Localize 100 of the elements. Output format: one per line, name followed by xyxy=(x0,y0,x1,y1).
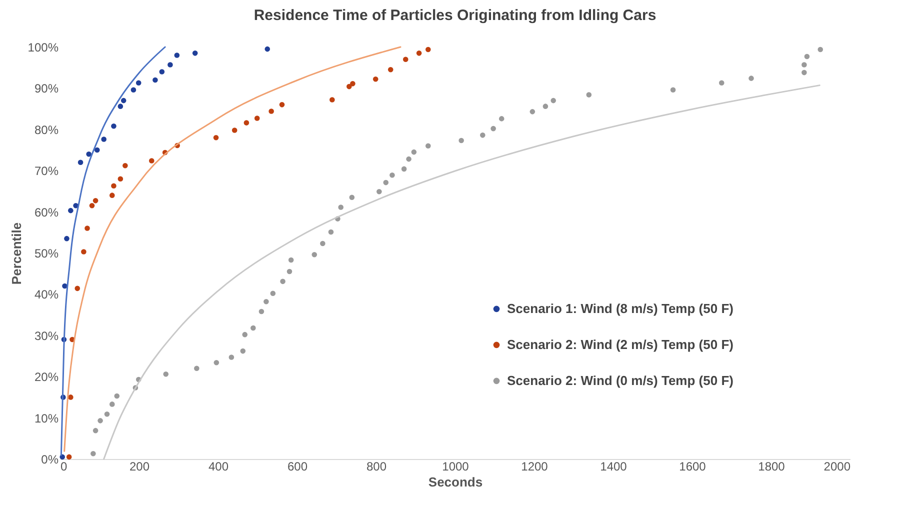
point xyxy=(346,84,352,90)
legend-label: Scenario 2: Wind (0 m/s) Temp (50 F) xyxy=(507,372,734,388)
y-tick-label: 30% xyxy=(34,328,59,343)
point xyxy=(228,354,234,360)
point xyxy=(163,371,169,377)
point xyxy=(330,97,335,102)
point xyxy=(270,290,276,296)
x-tick-label: 1400 xyxy=(600,460,628,474)
x-tick-label: 1200 xyxy=(521,460,548,474)
x-tick-label: 1800 xyxy=(758,460,786,474)
point xyxy=(174,52,180,58)
point xyxy=(376,188,382,194)
point xyxy=(258,308,264,314)
point xyxy=(92,198,98,204)
x-tick-label: 1600 xyxy=(679,460,706,474)
point xyxy=(802,62,807,68)
point xyxy=(66,454,72,460)
point xyxy=(84,226,90,231)
point xyxy=(411,149,417,155)
point xyxy=(90,451,96,456)
point xyxy=(159,69,165,74)
point xyxy=(670,87,676,92)
point xyxy=(111,183,116,188)
point xyxy=(92,428,98,434)
point xyxy=(328,229,334,235)
point xyxy=(168,62,173,68)
y-tick-label: 60% xyxy=(34,205,59,220)
x-tick-label: 800 xyxy=(366,460,387,474)
point xyxy=(542,104,548,109)
y-tick-label: 10% xyxy=(34,411,59,426)
point xyxy=(114,393,120,399)
point xyxy=(64,236,70,242)
point xyxy=(586,92,592,98)
x-tick-label: 400 xyxy=(208,460,229,474)
point xyxy=(268,108,274,114)
point xyxy=(804,54,810,60)
point xyxy=(101,136,106,142)
x-tick-label: 200 xyxy=(129,460,150,474)
point xyxy=(242,332,248,338)
point xyxy=(104,411,110,417)
x-tick-label: 2000 xyxy=(824,460,851,474)
chart-title: Residence Time of Particles Originating from Idling Cars xyxy=(254,7,656,24)
point xyxy=(232,128,238,133)
y-tick-label: 20% xyxy=(34,370,59,384)
point xyxy=(748,76,754,81)
point xyxy=(86,151,92,157)
point xyxy=(264,46,270,52)
y-tick-label: 40% xyxy=(34,288,59,302)
point xyxy=(818,46,824,52)
point xyxy=(148,158,154,164)
point xyxy=(213,135,219,140)
point xyxy=(350,81,356,86)
point xyxy=(68,208,74,214)
point xyxy=(718,80,724,86)
point xyxy=(530,109,536,114)
point xyxy=(264,298,269,304)
point xyxy=(425,143,431,149)
x-tick-label: 600 xyxy=(287,460,308,474)
point xyxy=(109,192,115,198)
legend-label: Scenario 1: Wind (8 m/s) Temp (50 F) xyxy=(507,300,734,316)
point xyxy=(111,123,116,129)
point xyxy=(130,87,136,92)
point xyxy=(286,268,292,274)
point xyxy=(402,56,408,62)
point xyxy=(120,98,126,104)
point xyxy=(480,132,486,138)
point xyxy=(118,104,124,109)
point xyxy=(136,80,142,86)
y-axis-title: Percentile xyxy=(8,222,24,285)
point xyxy=(320,240,326,246)
point xyxy=(802,70,807,76)
point xyxy=(214,360,220,366)
point xyxy=(192,50,198,56)
point xyxy=(279,102,285,108)
line-series xyxy=(103,84,820,460)
point xyxy=(194,366,200,371)
point xyxy=(406,156,412,162)
point xyxy=(74,286,80,292)
point xyxy=(312,252,318,258)
point xyxy=(401,166,407,172)
point xyxy=(280,278,286,284)
point xyxy=(98,418,103,424)
point xyxy=(390,172,395,178)
point xyxy=(372,76,378,82)
point xyxy=(425,46,431,52)
y-tick-label: 90% xyxy=(34,82,59,96)
point xyxy=(240,348,246,354)
y-tick-label: 100% xyxy=(28,40,59,54)
x-tick-label: 0 xyxy=(60,460,68,474)
x-tick-label: 1000 xyxy=(442,460,470,474)
point xyxy=(416,50,422,56)
y-tick-label: 70% xyxy=(34,164,59,178)
point xyxy=(250,325,256,331)
point xyxy=(122,163,128,168)
point xyxy=(498,116,504,122)
y-tick-label: 80% xyxy=(34,122,59,137)
point xyxy=(68,394,74,400)
point xyxy=(349,194,355,200)
point xyxy=(78,160,84,165)
point xyxy=(490,126,496,132)
